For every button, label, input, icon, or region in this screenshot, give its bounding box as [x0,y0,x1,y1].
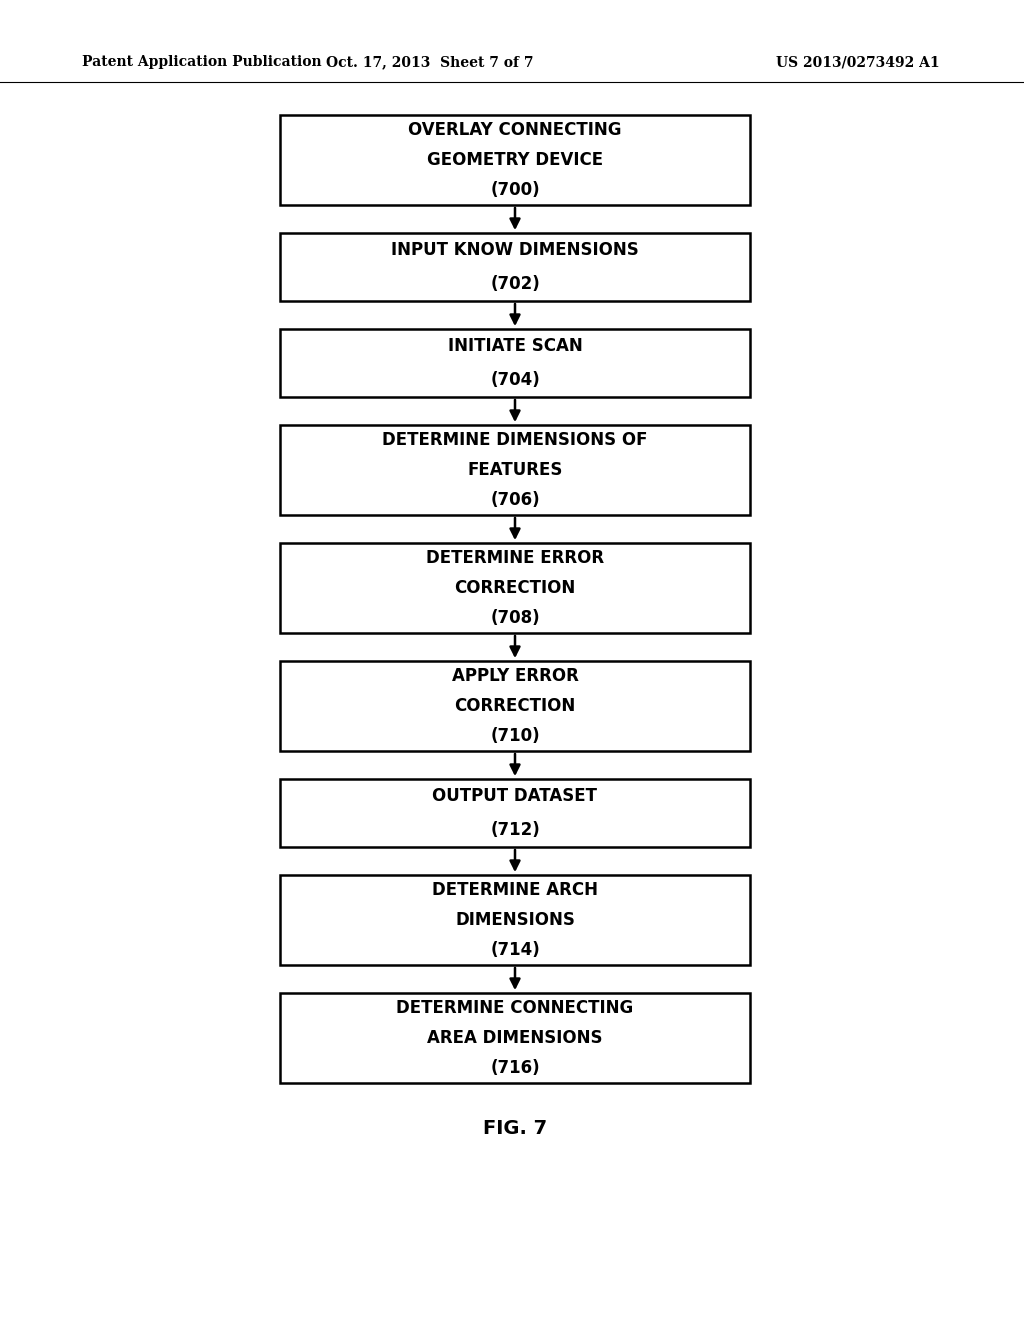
Text: (712): (712) [490,821,540,840]
Text: (716): (716) [490,1059,540,1077]
Text: APPLY ERROR: APPLY ERROR [452,667,579,685]
Text: (708): (708) [490,609,540,627]
Bar [280,234,750,301]
Text: AREA DIMENSIONS: AREA DIMENSIONS [427,1030,603,1047]
Text: CORRECTION: CORRECTION [455,579,575,597]
Text: (704): (704) [490,371,540,389]
Bar [280,115,750,205]
Text: CORRECTION: CORRECTION [455,697,575,715]
Text: US 2013/0273492 A1: US 2013/0273492 A1 [776,55,940,69]
Text: INPUT KNOW DIMENSIONS: INPUT KNOW DIMENSIONS [391,242,639,259]
Bar [280,779,750,847]
Bar [280,661,750,751]
Text: (710): (710) [490,727,540,744]
Bar [280,425,750,515]
Text: DETERMINE CONNECTING: DETERMINE CONNECTING [396,999,634,1016]
Text: Patent Application Publication: Patent Application Publication [82,55,322,69]
Text: (714): (714) [490,941,540,960]
Text: (706): (706) [490,491,540,510]
Text: (700): (700) [490,181,540,199]
Text: (702): (702) [490,275,540,293]
Text: GEOMETRY DEVICE: GEOMETRY DEVICE [427,150,603,169]
Text: INITIATE SCAN: INITIATE SCAN [447,337,583,355]
Text: OVERLAY CONNECTING: OVERLAY CONNECTING [409,121,622,139]
Text: DETERMINE DIMENSIONS OF: DETERMINE DIMENSIONS OF [382,432,648,449]
Text: DETERMINE ERROR: DETERMINE ERROR [426,549,604,568]
Text: DIMENSIONS: DIMENSIONS [455,911,574,929]
Text: DETERMINE ARCH: DETERMINE ARCH [432,880,598,899]
Text: Oct. 17, 2013  Sheet 7 of 7: Oct. 17, 2013 Sheet 7 of 7 [327,55,534,69]
Text: FEATURES: FEATURES [467,461,562,479]
Bar [280,329,750,397]
Bar [280,875,750,965]
Text: OUTPUT DATASET: OUTPUT DATASET [432,787,597,805]
Bar [280,543,750,634]
Text: FIG. 7: FIG. 7 [483,1118,547,1138]
Bar [280,993,750,1082]
